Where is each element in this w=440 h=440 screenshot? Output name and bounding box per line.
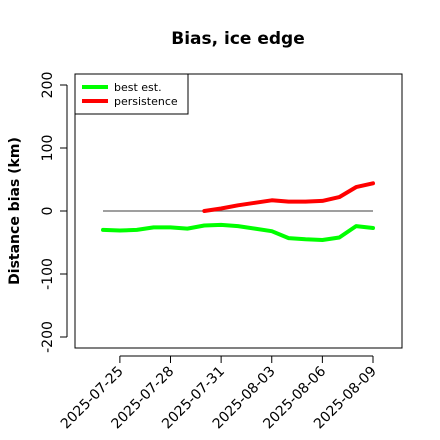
series-line-persistence	[202, 181, 375, 213]
chart-title: Bias, ice edge	[171, 29, 305, 49]
legend-label: persistence	[114, 95, 178, 108]
axes-layer: -200-10001002002025-07-252025-07-282025-…	[40, 72, 380, 433]
legend-box	[74, 73, 189, 115]
y-tick-label: 200	[40, 72, 56, 99]
legend: best est.persistence	[74, 73, 189, 115]
series-layer	[101, 181, 375, 242]
series-line-best-est	[101, 222, 375, 242]
y-axis-label: Distance bias (km)	[7, 137, 23, 285]
y-tick-label: 100	[40, 135, 56, 162]
y-tick-label: -100	[40, 258, 56, 290]
legend-label: best est.	[114, 81, 162, 94]
plot-frame	[74, 73, 403, 349]
y-tick-label: 0	[40, 207, 56, 216]
y-tick-label: -200	[40, 321, 56, 353]
